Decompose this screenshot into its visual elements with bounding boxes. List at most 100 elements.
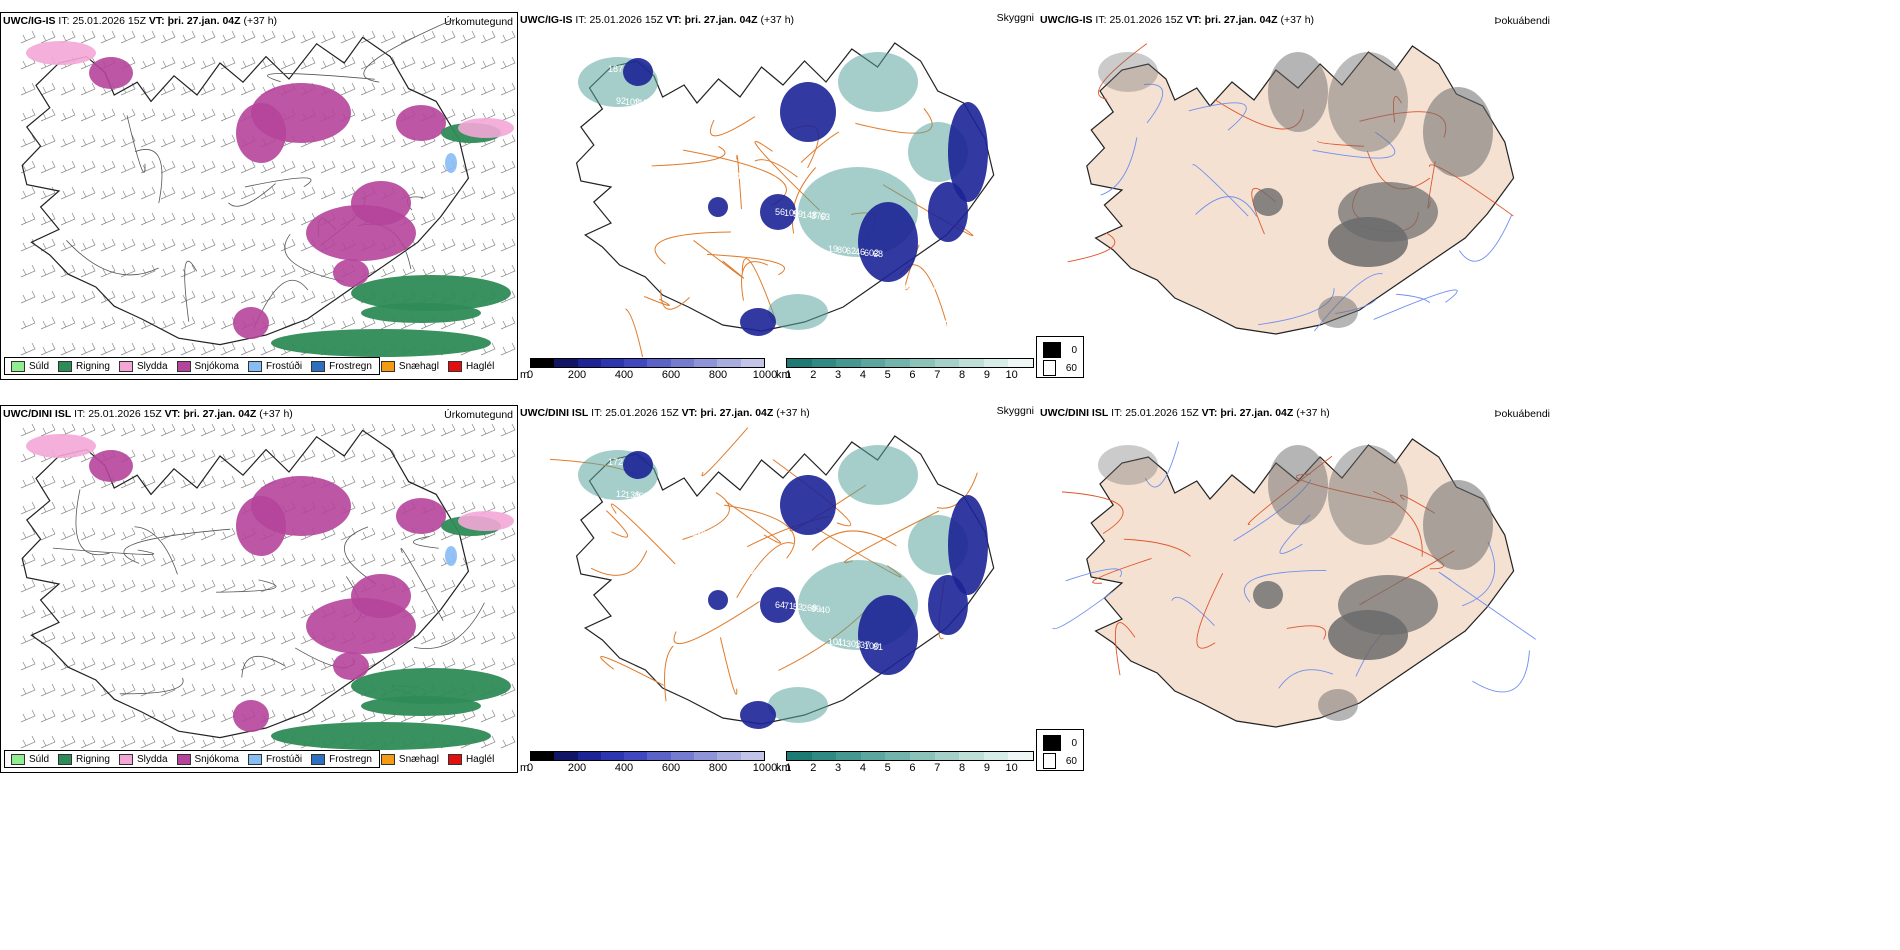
road-line bbox=[673, 601, 760, 645]
road-line bbox=[682, 492, 730, 540]
wind-barb bbox=[220, 709, 236, 723]
wind-barb bbox=[100, 579, 116, 593]
wind-barb bbox=[220, 212, 236, 226]
colorbar-segment bbox=[577, 359, 601, 367]
wind-barb bbox=[260, 212, 276, 226]
fog-swatch-60 bbox=[1043, 360, 1056, 376]
legend-label: Snæhagl bbox=[398, 360, 439, 372]
wind-barb bbox=[160, 56, 176, 70]
wind-barb bbox=[140, 238, 156, 252]
legend-item: Snæhagl bbox=[380, 360, 439, 372]
wind-barb bbox=[120, 316, 136, 330]
wind-barb bbox=[20, 290, 36, 304]
legend-item: Rigning bbox=[58, 753, 110, 765]
colorbar-tick: 1 bbox=[785, 369, 792, 380]
wind-barb bbox=[20, 501, 36, 515]
wind-barb bbox=[460, 475, 476, 489]
wind-barb bbox=[380, 56, 396, 70]
wind-barb bbox=[280, 212, 296, 226]
road-line bbox=[600, 656, 664, 686]
wind-barb bbox=[200, 212, 216, 226]
wind-barb bbox=[220, 160, 236, 174]
colorbar-segment bbox=[740, 359, 764, 367]
wind-barb bbox=[80, 134, 96, 148]
road-line bbox=[241, 656, 285, 678]
wind-barb bbox=[460, 108, 476, 122]
wind-barb bbox=[140, 186, 156, 200]
wind-barb bbox=[20, 657, 36, 671]
low-vis-area bbox=[838, 445, 918, 505]
wind-barb bbox=[60, 316, 76, 330]
fog-map bbox=[1052, 438, 1537, 728]
wind-barb bbox=[200, 30, 216, 44]
river-line bbox=[1100, 137, 1138, 196]
visibility-value: 69 bbox=[767, 175, 777, 185]
road-line bbox=[719, 637, 738, 695]
road-line bbox=[706, 253, 785, 276]
wind-barb bbox=[200, 501, 216, 515]
visibility-value: 148 bbox=[802, 210, 817, 220]
wind-barb bbox=[140, 342, 156, 356]
wind-barb bbox=[360, 475, 376, 489]
wind-barb bbox=[80, 108, 96, 122]
wind-barb bbox=[240, 553, 256, 567]
wind-barb bbox=[360, 82, 376, 96]
wind-barb bbox=[180, 134, 196, 148]
wind-barb bbox=[40, 160, 56, 174]
fog-area bbox=[1423, 480, 1493, 570]
visibility-value: 87 bbox=[714, 138, 724, 148]
wind-barb bbox=[40, 631, 56, 645]
visibility-m-colorbar: 0 200 400 600 800 1000 m bbox=[520, 751, 777, 773]
legend-item: Frostúði bbox=[247, 360, 302, 372]
wind-barb bbox=[20, 423, 36, 437]
very-low-vis-area bbox=[948, 495, 988, 595]
wind-barb bbox=[180, 501, 196, 515]
visibility-map: 187 98 87 69 63 68 77 55 53 79 165 370 602 103 67 33 109… bbox=[575, 42, 997, 357]
wind-barb bbox=[380, 264, 396, 278]
wind-barb bbox=[200, 290, 216, 304]
wind-barb bbox=[220, 553, 236, 567]
wind-barb bbox=[420, 30, 436, 44]
wind-barb bbox=[140, 449, 156, 463]
wind-barb bbox=[460, 264, 476, 278]
wind-barb bbox=[480, 553, 496, 567]
wind-barb bbox=[500, 30, 516, 44]
wind-barb bbox=[280, 579, 296, 593]
wind-barb bbox=[240, 238, 256, 252]
wind-barb bbox=[60, 264, 76, 278]
visibility-value: 99 bbox=[811, 604, 821, 614]
wind-barb bbox=[300, 449, 316, 463]
very-low-vis-area bbox=[928, 575, 968, 635]
road-line bbox=[1196, 573, 1224, 649]
wind-barb bbox=[340, 316, 356, 330]
wind-barb bbox=[100, 553, 116, 567]
colorbar-tick: 400 bbox=[614, 762, 634, 773]
visibility-value: 102 bbox=[890, 282, 905, 292]
wind-barb bbox=[300, 30, 316, 44]
wind-barb bbox=[140, 160, 156, 174]
wind-barb bbox=[220, 631, 236, 645]
wind-barb bbox=[180, 212, 196, 226]
wind-barb bbox=[180, 108, 196, 122]
wind-barb bbox=[180, 683, 196, 697]
wind-barb bbox=[260, 423, 276, 437]
legend-item: Snjókoma bbox=[176, 753, 239, 765]
fog-panel-bottom: UWC/DINI ISL IT: 25.01.2026 15Z VT: þri.… bbox=[1038, 405, 1558, 773]
snow-area bbox=[89, 57, 133, 89]
colorbar-segment bbox=[959, 752, 984, 760]
visibility-value: 163 bbox=[749, 173, 764, 183]
wind-barb bbox=[280, 657, 296, 671]
visibility-value: 303 bbox=[846, 639, 861, 649]
wind-barb bbox=[480, 82, 496, 96]
wind-barb bbox=[500, 342, 516, 356]
wind-barb bbox=[100, 108, 116, 122]
wind-barb bbox=[420, 605, 436, 619]
wind-barb bbox=[460, 605, 476, 619]
wind-barb bbox=[120, 212, 136, 226]
wind-barb bbox=[80, 264, 96, 278]
wind-barb bbox=[240, 579, 256, 593]
very-low-vis-area bbox=[760, 194, 796, 230]
river-line bbox=[1192, 164, 1249, 217]
wind-barb bbox=[100, 30, 116, 44]
road-line bbox=[284, 233, 344, 282]
